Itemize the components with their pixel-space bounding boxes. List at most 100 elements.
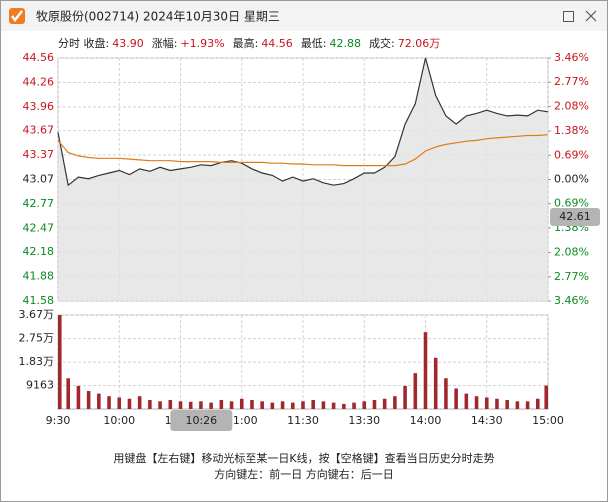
price-area — [58, 58, 548, 301]
cursor-price-box — [550, 208, 600, 227]
volume-bar — [505, 400, 509, 409]
volume-bar — [321, 401, 326, 409]
x-tick-label: 11:30 — [287, 414, 319, 427]
y-tick-label: 43.07 — [23, 173, 55, 186]
hint-line: 用键盘【左右键】移动光标至某一日K线，按【空格键】查看当日历史分时走势 — [113, 451, 494, 465]
volume-bar — [525, 401, 530, 409]
volume-bar — [188, 401, 193, 409]
y-tick-label: 44.56 — [23, 51, 55, 64]
volume-bar — [239, 398, 244, 409]
volume-bar — [382, 398, 387, 409]
volume-bar — [433, 357, 438, 409]
volume-bar — [137, 396, 142, 409]
volume-bar — [158, 401, 162, 409]
y-tick-label: 41.58 — [23, 294, 55, 307]
volume-bar — [219, 400, 224, 409]
y2-tick-label: 0.69% — [554, 148, 589, 161]
x-tick-label: 11:00 — [226, 414, 258, 427]
volume-bar — [148, 400, 152, 409]
info-value: 44.56 — [261, 37, 293, 50]
volume-bar — [97, 393, 101, 409]
y-tick-label: 3.67万 — [19, 308, 55, 321]
x-tick-label: 14:00 — [410, 414, 442, 427]
y-tick-label: 42.77 — [23, 197, 55, 210]
hint-line: 方向键左：前一日 方向键右：后一日 — [214, 467, 394, 481]
volume-bar — [413, 373, 418, 409]
y-tick-label: 42.47 — [23, 221, 55, 234]
volume-bar — [444, 378, 448, 409]
volume-bar — [127, 398, 132, 409]
x-tick-label: 14:30 — [471, 414, 503, 427]
volume-bar — [454, 388, 458, 409]
volume-bar — [178, 401, 183, 409]
volume-bar — [117, 397, 122, 409]
info-label: 最低: — [301, 37, 327, 50]
volume-bar — [209, 402, 213, 409]
volume-bar — [260, 401, 264, 409]
window-title: 牧原股份(002714) 2024年10月30日 星期三 — [36, 10, 280, 24]
volume-bar — [301, 401, 305, 409]
volume-bar — [331, 402, 336, 409]
price-line — [57, 57, 549, 187]
volume-bar — [403, 385, 407, 409]
info-label: 分时 收盘: — [58, 36, 109, 50]
volume-bar — [76, 385, 81, 409]
cursor-time: 10:26 — [185, 414, 217, 427]
app-icon-check — [11, 10, 23, 22]
volume-bar — [199, 401, 203, 409]
maximize-button[interactable] — [563, 11, 574, 22]
x-tick-label: 9:30 — [46, 414, 71, 427]
volume-bar — [86, 391, 91, 409]
y2-tick-label: 0.69% — [554, 197, 589, 210]
volume-bar — [544, 385, 548, 409]
volume-bar — [536, 398, 540, 409]
x-tick-label: 13:30 — [348, 414, 380, 427]
y2-tick-label: 2.77% — [554, 270, 589, 283]
info-value: 42.88 — [330, 37, 362, 50]
y2-tick-label: 2.08% — [554, 246, 589, 259]
volume-bar — [423, 332, 428, 409]
volume-bar — [280, 401, 285, 409]
volume-bar — [311, 400, 315, 409]
cursor-price: 42.61 — [559, 210, 591, 223]
y2-tick-label: 2.77% — [554, 75, 589, 88]
volume-bar — [352, 402, 356, 409]
volume-bar — [474, 396, 479, 409]
y-tick-label: 9163 — [26, 379, 54, 392]
y-tick-label: 44.26 — [23, 75, 55, 88]
volume-bar — [291, 402, 295, 409]
title-bar — [1, 1, 607, 31]
info-label: 成交: — [369, 36, 395, 50]
volume-bar — [168, 400, 173, 409]
volume-bar — [66, 378, 70, 409]
volume-bar — [107, 396, 111, 409]
average-line — [57, 134, 549, 167]
volume-bar — [464, 393, 469, 409]
volume-bar — [250, 400, 254, 409]
close-button[interactable] — [585, 10, 597, 22]
cursor-time-box — [170, 410, 233, 431]
y-tick-label: 41.88 — [23, 270, 55, 283]
volume-bar — [495, 398, 499, 409]
info-label: 最高: — [233, 36, 259, 50]
volume-bar — [484, 397, 489, 409]
y2-tick-label: 2.08% — [554, 99, 589, 112]
volume-bar — [229, 401, 234, 409]
y2-tick-label: 0.00% — [554, 173, 589, 186]
volume-bar — [58, 315, 62, 409]
y2-tick-label: 3.46% — [554, 51, 589, 64]
volume-bar — [515, 401, 520, 409]
info-value: +1.93% — [180, 37, 224, 50]
x-tick-label: 10:00 — [103, 414, 135, 427]
y-tick-label: 43.67 — [23, 124, 55, 137]
x-tick-label: 15:00 — [532, 414, 564, 427]
y-tick-label: 43.37 — [23, 148, 55, 161]
info-value: 43.90 — [112, 37, 144, 50]
volume-bar — [342, 403, 346, 409]
y-tick-label: 1.83万 — [19, 355, 55, 368]
y2-tick-label: 1.38% — [554, 124, 589, 137]
y-tick-label: 43.96 — [23, 100, 55, 113]
y-tick-label: 2.75万 — [19, 332, 55, 345]
y2-tick-label: 3.46% — [554, 294, 589, 307]
